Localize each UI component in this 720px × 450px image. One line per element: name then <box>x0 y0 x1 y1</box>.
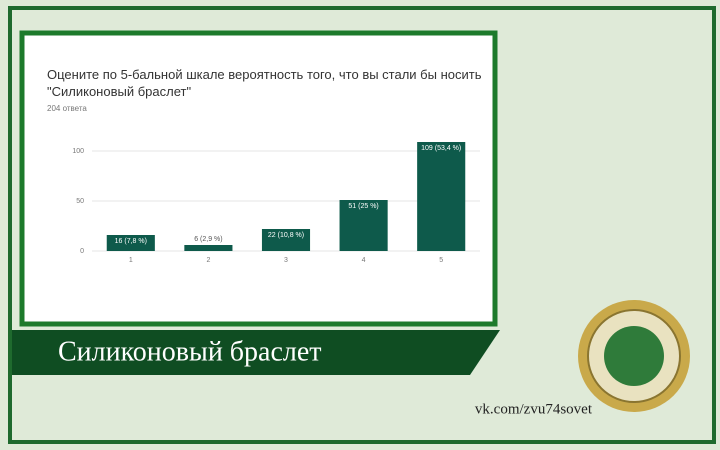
logo-center <box>604 326 664 386</box>
value-label: 16 (7,8 %) <box>115 238 147 245</box>
bar <box>184 245 233 251</box>
x-tick-label: 5 <box>439 257 443 264</box>
x-tick-label: 3 <box>284 257 288 264</box>
value-label: 109 (53,4 %) <box>421 145 461 152</box>
banner-text: Силиконовый браслет <box>58 336 322 367</box>
bar <box>106 235 155 251</box>
y-tick-label: 0 <box>80 248 84 255</box>
bar <box>261 229 311 251</box>
y-tick-label: 50 <box>76 198 84 205</box>
banner-shape <box>12 330 500 375</box>
x-tick-label: 1 <box>129 257 133 264</box>
chart-title: Оцените по 5-бальной шкале вероятность т… <box>47 67 482 99</box>
bar <box>417 142 466 251</box>
x-tick-label: 2 <box>206 257 210 264</box>
chart-subtitle: 204 ответа <box>47 104 87 113</box>
chart-panel <box>19 30 498 327</box>
slide-frame <box>8 6 716 444</box>
value-label: 22 (10,8 %) <box>268 232 304 239</box>
logo <box>578 300 690 412</box>
value-label: 51 (25 %) <box>348 203 378 210</box>
x-tick-label: 4 <box>362 257 366 264</box>
y-tick-label: 100 <box>72 148 84 155</box>
footer-link: vk.com/zvu74sovet <box>475 401 593 417</box>
value-label: 6 (2,9 %) <box>194 236 222 243</box>
bar <box>339 200 388 251</box>
